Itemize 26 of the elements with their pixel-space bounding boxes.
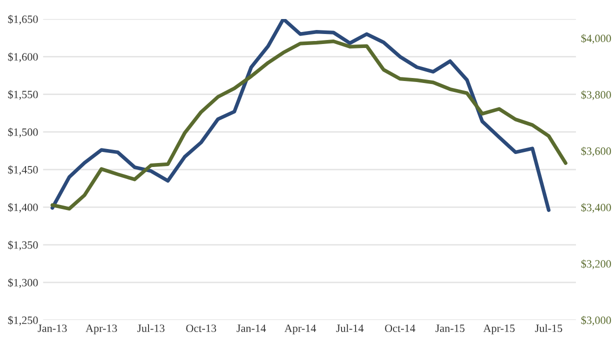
y-tick-label: $1,350 [8, 240, 38, 250]
y-tick-label: $1,600 [8, 52, 38, 62]
x-tick-label: Jan-13 [38, 324, 67, 332]
x-tick-label: Oct-13 [186, 324, 216, 332]
y2-tick-label: $3,800 [581, 90, 611, 100]
x-tick-label: Jan-15 [436, 324, 464, 332]
y2-tick-label: $3,400 [581, 203, 611, 213]
y-tick-label: $1,250 [8, 316, 38, 326]
x-tick-label: Apr-15 [483, 324, 515, 334]
y2-tick-label: $3,200 [581, 259, 611, 270]
x-tick-label: Apr-13 [86, 324, 117, 334]
x-tick-label: Oct-14 [385, 324, 416, 332]
y-tick-label: $1,500 [8, 128, 38, 138]
y2-tick-label: $3,000 [581, 316, 611, 326]
y-tick-label: $1,450 [8, 165, 38, 176]
x-tick-label: Jul-14 [336, 324, 364, 332]
y-tick-label: $1,650 [8, 14, 38, 25]
y-tick-label: $1,550 [8, 90, 38, 100]
y-tick-label: $1,400 [8, 202, 38, 213]
y2-tick-label: $3,600 [581, 146, 611, 156]
x-tick-label: Jul-15 [535, 324, 562, 332]
y2-tick-label: $4,000 [581, 34, 611, 44]
x-tick-label: Apr-14 [284, 324, 316, 334]
y-tick-label: $1,300 [8, 278, 38, 288]
x-tick-label: Jul-13 [137, 324, 164, 332]
x-tick-label: Jan-14 [236, 324, 266, 332]
